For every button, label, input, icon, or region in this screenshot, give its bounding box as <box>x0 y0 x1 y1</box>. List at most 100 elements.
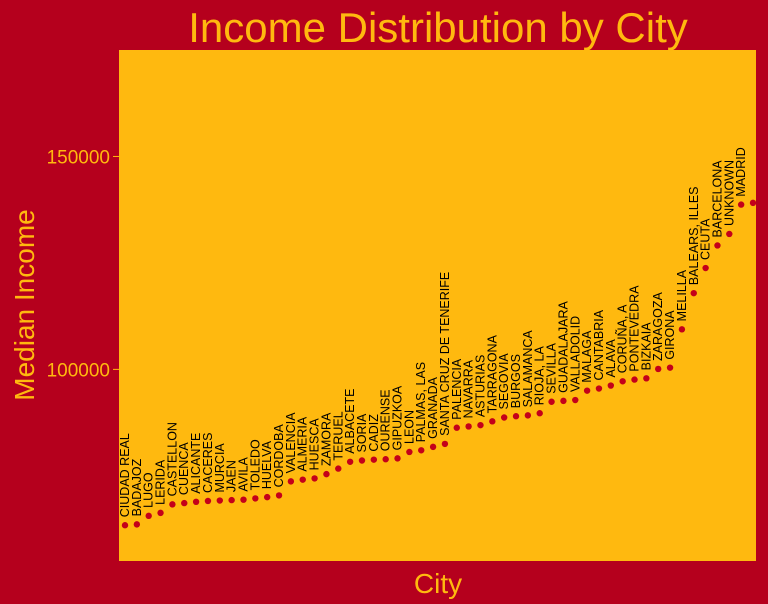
data-label: GIRONA <box>663 310 677 360</box>
data-label: BALEARS, ILLES <box>687 186 701 285</box>
data-point <box>678 326 686 333</box>
data-label: GRANADA <box>426 376 440 438</box>
data-point <box>607 382 615 389</box>
data-point <box>228 496 235 504</box>
data-label: RIOJA, LA <box>533 346 547 406</box>
data-label: BADAJOZ <box>130 458 144 516</box>
data-label: CEUTA <box>699 218 713 260</box>
data-label: ZAMORA <box>319 412 333 466</box>
data-label: MURCIA <box>213 443 227 493</box>
y-axis-ticks: 100000 150000 <box>47 147 119 381</box>
data-point <box>536 410 543 417</box>
data-label: PALENCIA <box>450 358 464 420</box>
data-label: CASTELLON <box>165 422 179 496</box>
data-label: HUESCA <box>308 418 322 471</box>
data-point <box>666 364 674 371</box>
data-label: ALBACETE <box>343 388 357 453</box>
data-point <box>489 418 496 425</box>
data-point <box>311 475 318 482</box>
data-point <box>702 264 709 272</box>
data-label: OURENSE <box>379 389 393 451</box>
data-label: UNKNOWN <box>722 160 736 226</box>
data-label: SANTA CRUZ DE TENERIFE <box>438 272 452 436</box>
data-label: CUENCA <box>177 442 191 495</box>
data-point <box>477 421 484 429</box>
data-point <box>240 496 247 503</box>
data-label: TARRAGONA <box>485 334 499 413</box>
data-label: HUELVA <box>260 440 274 489</box>
chart-title: Income Distribution by City <box>188 4 688 51</box>
data-point <box>548 398 555 405</box>
data-label: ZARAGOZA <box>651 292 665 361</box>
data-point <box>335 465 342 472</box>
data-label: GIPUZKOA <box>391 385 405 450</box>
data-point <box>157 509 164 517</box>
data-label: SALAMANCA <box>521 330 535 408</box>
data-point <box>145 512 152 520</box>
data-label: MELILLA <box>675 269 689 321</box>
data-point <box>346 458 354 465</box>
data-point <box>441 440 449 448</box>
data-point <box>737 201 745 208</box>
data-point <box>655 365 662 373</box>
data-label: VALLADOLID <box>568 316 582 392</box>
x-axis-label: City <box>414 568 462 599</box>
data-point <box>287 478 295 485</box>
y-tick-label: 150000 <box>47 147 110 168</box>
data-label: AVILA <box>236 457 250 492</box>
data-points <box>121 199 757 529</box>
data-label: BURGOS <box>509 354 523 408</box>
data-point <box>382 456 389 463</box>
data-point <box>299 476 306 483</box>
data-point <box>181 499 188 507</box>
data-point <box>263 493 271 501</box>
data-point <box>726 230 733 238</box>
data-point <box>133 521 141 528</box>
data-label: BIZKAIA <box>639 322 653 371</box>
data-point <box>370 456 378 463</box>
data-point <box>358 457 366 464</box>
data-label: MADRID <box>734 147 748 196</box>
data-point <box>169 501 176 508</box>
data-label: LEON <box>402 410 416 444</box>
data-label: SORIA <box>355 413 369 453</box>
data-label: CACERES <box>201 433 215 493</box>
data-point <box>216 497 223 504</box>
data-label: MALAGA <box>580 330 594 383</box>
data-label: CORDOBA <box>272 424 286 488</box>
data-point <box>275 492 283 499</box>
data-label: PALMAS, LAS <box>414 362 428 442</box>
data-label: CIUDAD REAL <box>118 433 132 517</box>
data-point <box>453 424 460 431</box>
data-label: SEGOVIA <box>497 353 511 410</box>
data-label: CADIZ <box>367 414 381 452</box>
data-point <box>252 495 259 502</box>
data-label: LUGO <box>142 472 156 508</box>
data-label: LERIDA <box>154 459 168 505</box>
data-point <box>643 375 650 382</box>
data-label: CANTABRIA <box>592 309 606 380</box>
data-label: BARCELONA <box>710 160 724 238</box>
data-point <box>572 396 579 404</box>
data-point <box>595 385 603 392</box>
data-point <box>429 443 437 451</box>
data-point <box>500 414 508 421</box>
data-point <box>406 448 413 456</box>
data-label: NAVARRA <box>462 359 476 418</box>
data-point <box>121 522 129 529</box>
data-point <box>192 498 200 506</box>
data-point <box>560 397 567 405</box>
data-point <box>418 447 425 454</box>
data-point <box>749 199 757 207</box>
data-label: TERUEL <box>331 411 345 460</box>
data-label: VALENCIA <box>284 412 298 474</box>
data-label: PONTEVEDRA <box>628 285 642 372</box>
data-point <box>394 455 401 462</box>
data-label: TOLEDO <box>248 439 262 490</box>
plot-area <box>119 50 756 561</box>
data-point <box>714 242 721 249</box>
data-point <box>512 413 520 420</box>
y-tick-label: 100000 <box>47 360 110 381</box>
